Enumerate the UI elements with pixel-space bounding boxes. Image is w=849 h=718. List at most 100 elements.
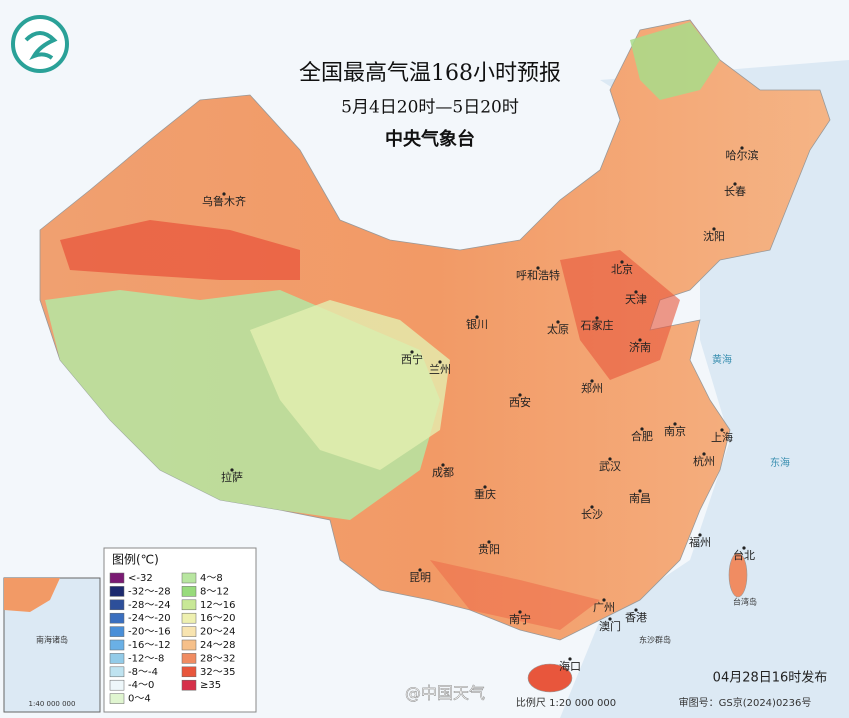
city-label: 呼和浩特 [516, 268, 560, 282]
city-label: 银川 [466, 317, 488, 331]
city-dot [608, 457, 612, 461]
legend-label: 24～28 [200, 640, 235, 651]
legend-label: 12～16 [200, 600, 235, 611]
city-label: 杭州 [693, 454, 715, 468]
legend-swatch [181, 653, 197, 664]
city-dot [536, 266, 540, 270]
city-dot [518, 393, 522, 397]
city-dot [620, 260, 624, 264]
city-label: 昆明 [409, 571, 431, 584]
hot-xinjiang [60, 220, 300, 280]
city-dot [475, 315, 479, 319]
city-label: 沈阳 [703, 229, 725, 243]
city-label: 南宁 [509, 612, 531, 626]
legend-label: 20～24 [200, 627, 235, 638]
watermark: @中国天气 [405, 684, 485, 703]
city-label: 香港 [625, 611, 647, 624]
city-dot [590, 379, 594, 383]
city-dot [742, 546, 746, 550]
city-label: 海口 [559, 659, 581, 673]
city-dot [740, 146, 744, 150]
city-dot [590, 505, 594, 509]
city-dot [702, 452, 706, 456]
city-dot [712, 227, 716, 231]
sea-label: 东海 [770, 456, 790, 469]
city-label: 澳门 [599, 619, 621, 633]
city-label: 太原 [547, 323, 569, 336]
legend-swatch [181, 639, 197, 651]
legend-swatch [109, 693, 125, 704]
city-label: 北京 [611, 262, 633, 276]
legend-label: 4～8 [200, 573, 223, 584]
city-label: 重庆 [474, 487, 496, 501]
taiwan [728, 552, 748, 598]
city-label: 武汉 [599, 460, 621, 473]
city-dot [438, 360, 442, 364]
sea-label: 黄海 [712, 353, 732, 366]
inset: 南海诸岛 1:40 000 000 [3, 577, 101, 713]
city-dot [568, 657, 572, 661]
legend-label: -24～-20 [128, 613, 171, 624]
review-number: 审图号：GS京(2024)0236号 [679, 696, 812, 709]
city-dot [230, 468, 234, 472]
legend-swatch [109, 599, 125, 611]
agency: 中央气象台 [385, 128, 475, 150]
legend-swatch [109, 653, 125, 664]
legend-label: <-32 [128, 573, 153, 584]
hainan [527, 663, 573, 693]
city-label: 郑州 [581, 381, 603, 395]
mild-region [250, 300, 450, 470]
city-label: 合肥 [631, 429, 653, 443]
city-label: 广州 [593, 601, 615, 614]
city-label: 成都 [432, 466, 454, 479]
city-dot [640, 427, 644, 431]
legend-swatch [181, 626, 197, 637]
city-dot [602, 598, 606, 602]
legend-label: 32～35 [200, 667, 235, 678]
legend-label: -20～-16 [128, 627, 171, 638]
legend-swatch [181, 599, 197, 611]
logo [11, 15, 69, 73]
legend-swatch [181, 586, 197, 597]
legend-title: 图例(℃) [112, 553, 159, 567]
legend-swatch [181, 679, 197, 691]
city-label: 哈尔滨 [726, 148, 759, 162]
city-dot [720, 428, 724, 432]
hot-north [560, 250, 680, 380]
legend-swatch [181, 572, 197, 584]
legend-label: ≥35 [200, 680, 221, 691]
city-dot [634, 290, 638, 294]
city-dot [608, 617, 612, 621]
legend-label: 8～12 [200, 586, 229, 597]
city-label: 石家庄 [581, 318, 614, 332]
legend-label: -32～-28 [128, 586, 171, 597]
legend-swatch [109, 612, 125, 624]
city-dot [638, 338, 642, 342]
city-label: 福州 [689, 535, 711, 549]
legend-swatch [109, 679, 125, 691]
scale: 比例尺 1:20 000 000 [516, 696, 616, 709]
city-dot [733, 182, 737, 186]
legend-swatch [181, 666, 197, 678]
city-dot [595, 316, 599, 320]
inset-label: 南海诸岛 [36, 635, 68, 645]
legend-swatch [109, 626, 125, 637]
hot-south [430, 560, 600, 630]
city-label: 南昌 [629, 492, 651, 505]
legend-swatch [109, 639, 125, 651]
legend-label: -16～-12 [128, 640, 171, 651]
legend-label: -12～-8 [128, 653, 164, 664]
city-dot [556, 320, 560, 324]
city-dot [418, 568, 422, 572]
city-label: 乌鲁木齐 [202, 194, 246, 208]
legend-swatch [109, 666, 125, 678]
legend-swatch [109, 586, 125, 597]
city-dot [441, 463, 445, 467]
legend-label: 16～20 [200, 613, 235, 624]
legend-swatch [109, 572, 125, 584]
legend-label: -28～-24 [128, 600, 171, 611]
northeast-green [630, 22, 720, 100]
legend-label: -8～-4 [128, 667, 158, 678]
city-label: 济南 [629, 340, 651, 354]
city-label: 贵阳 [478, 543, 500, 556]
